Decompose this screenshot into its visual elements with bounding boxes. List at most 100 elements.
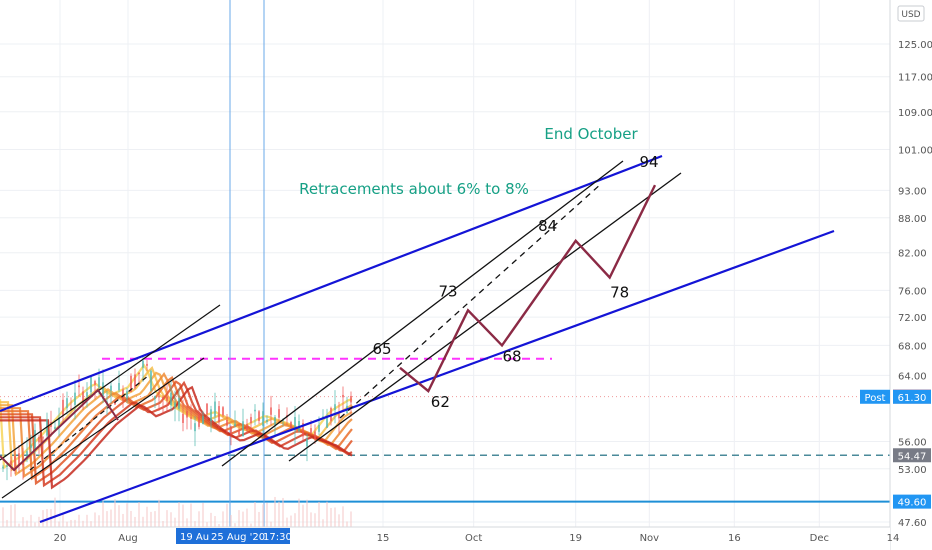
target-annotation: End October: [544, 125, 638, 143]
candle-body: [226, 419, 228, 426]
volume-bar: [230, 515, 232, 530]
volume-bar: [282, 497, 284, 530]
x-tick-label: Nov: [640, 533, 660, 544]
volume-bar: [50, 509, 52, 530]
candle-body: [202, 415, 204, 425]
candle-body: [342, 394, 344, 398]
volume-bar: [278, 501, 280, 530]
x-tick-label: Dec: [810, 533, 829, 544]
y-tick-label: 53.00: [898, 465, 927, 476]
volume-bar: [22, 517, 24, 530]
retracement-annotation: Retracements about 6% to 8%: [299, 180, 529, 198]
candle-body: [130, 375, 132, 393]
projection-point-label: 73: [438, 282, 457, 300]
candle-body: [326, 415, 328, 428]
candle-body: [274, 416, 276, 425]
volume-bar: [102, 501, 104, 530]
candle-body: [350, 395, 352, 403]
candle-body: [210, 409, 212, 422]
candle-body: [182, 413, 184, 423]
candle-body: [282, 420, 284, 422]
volume-bar: [34, 522, 36, 530]
y-tick-label: 82.00: [898, 249, 927, 260]
volume-bar: [194, 521, 196, 530]
volume-bar: [290, 515, 292, 530]
candle-body: [278, 409, 280, 418]
price-tag-label: 54.47: [898, 451, 927, 462]
volume-bar: [318, 501, 320, 530]
candle-body: [194, 423, 196, 432]
volume-bar: [146, 506, 148, 530]
volume-bar: [222, 511, 224, 530]
candle-body: [178, 397, 180, 409]
candle-body: [154, 396, 156, 399]
x-tick-label: 15: [377, 533, 390, 544]
projection-point-label: 62: [431, 393, 450, 411]
volume-bar: [90, 521, 92, 530]
candle-body: [270, 407, 272, 415]
candle-body: [138, 372, 140, 375]
volume-bar: [26, 520, 28, 530]
volume-bar: [314, 513, 316, 530]
volume-bar: [202, 502, 204, 530]
candle-body: [222, 407, 224, 416]
candle-body: [266, 420, 268, 422]
candle-body: [122, 389, 124, 401]
candle-body: [294, 417, 296, 431]
volume-bar: [330, 507, 332, 530]
volume-bar: [174, 517, 176, 530]
candle-body: [6, 465, 8, 467]
candle-body: [126, 391, 128, 399]
volume-bar: [94, 512, 96, 530]
volume-bar: [210, 512, 212, 530]
volume-bar: [130, 510, 132, 530]
volume-bar: [142, 516, 144, 530]
y-tick-label: 125.00: [898, 40, 932, 51]
price-tag: [893, 448, 931, 463]
volume-bar: [242, 511, 244, 530]
candle-body: [10, 460, 12, 465]
outer-channel-upper: [0, 154, 663, 413]
volume-bar: [106, 511, 108, 530]
ribbon-line: [0, 380, 353, 486]
volume-bar: [266, 502, 268, 530]
candle-body: [250, 417, 252, 423]
y-tick-label: 56.00: [898, 438, 927, 449]
volume-bars: [2, 496, 352, 530]
candle-body: [214, 401, 216, 417]
post-price-tag: [893, 389, 931, 404]
candle-body: [290, 422, 292, 428]
candle-body: [150, 370, 152, 391]
volume-bar: [254, 501, 256, 530]
y-tick-label: 117.00: [898, 73, 932, 84]
price-tag: [893, 494, 931, 509]
x-tick-label: Aug: [118, 533, 138, 544]
candle-body: [54, 426, 56, 430]
grid: [0, 0, 894, 530]
candle-body: [158, 395, 160, 398]
candle-body: [38, 436, 40, 443]
candle-body: [118, 383, 120, 391]
currency-badge: [897, 5, 925, 22]
volume-bar: [134, 516, 136, 530]
time-axis: 20 Aug 15 Oct 19 Nov 16 Dec 14 19 Au 25 Aug '2017:…: [0, 526, 899, 550]
y-tick-label: 76.00: [898, 286, 927, 297]
candle-body: [98, 377, 100, 388]
volume-bar: [154, 511, 156, 530]
y-tick-label: 101.00: [898, 146, 932, 157]
volume-bar: [270, 521, 272, 530]
candle-body: [22, 461, 24, 466]
candle-body: [306, 438, 308, 447]
volume-bar: [262, 504, 264, 530]
candle-body: [162, 396, 164, 400]
volume-bar: [74, 519, 76, 530]
candle-body: [82, 391, 84, 405]
candle-body: [170, 392, 172, 406]
candle-body: [78, 385, 80, 388]
x-tick-label: 19: [569, 533, 582, 544]
volume-bar: [286, 517, 288, 530]
volume-bar: [158, 499, 160, 530]
volume-bar: [62, 514, 64, 530]
